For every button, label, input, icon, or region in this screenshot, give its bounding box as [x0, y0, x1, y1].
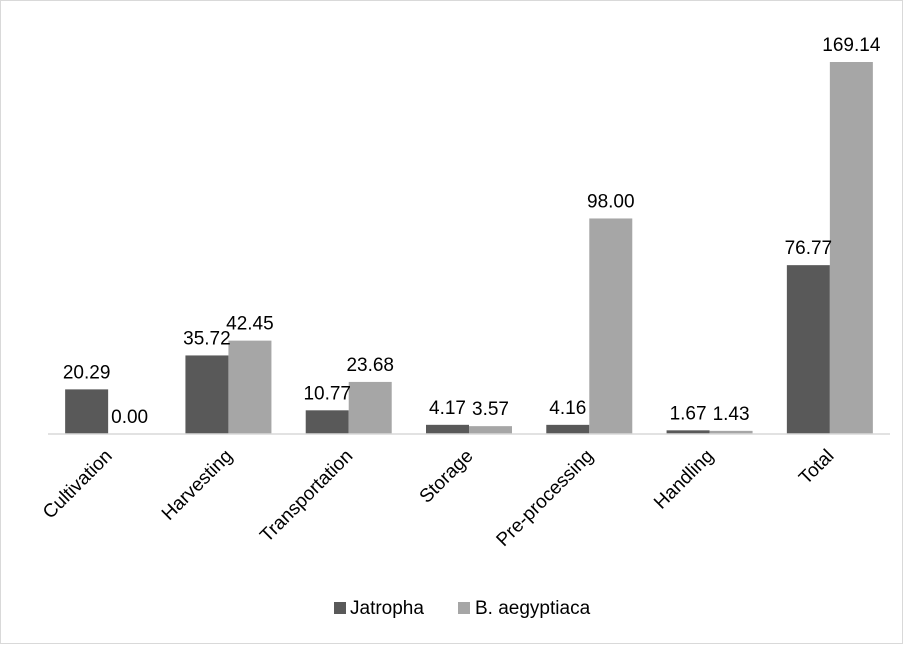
category-label: Total [795, 446, 838, 489]
bar-jatropha-storage [426, 424, 469, 434]
category-label: Storage [416, 446, 478, 508]
category-label: Transportation [256, 446, 357, 547]
data-label: 1.67 [670, 403, 707, 424]
category-label: Harvesting [158, 446, 237, 525]
data-label: 3.57 [472, 399, 509, 420]
category-label: Cultivation [39, 446, 117, 524]
bar-b-aegyptiaca-handling [709, 430, 753, 434]
data-label: 10.77 [303, 383, 351, 404]
bar-b-aegyptiaca-total [829, 62, 873, 434]
bar-jatropha-transportation [305, 410, 349, 434]
data-label: 20.29 [63, 362, 111, 383]
bar-b-aegyptiaca-pre-processing [589, 218, 633, 434]
bar-jatropha-cultivation [65, 389, 109, 434]
category-label: Pre-processing [493, 446, 598, 551]
bar-jatropha-handling [666, 430, 710, 434]
bar-jatropha-total [786, 265, 830, 434]
bar-b-aegyptiaca-transportation [348, 381, 392, 434]
legend-swatch-b-aegyptiaca [458, 602, 470, 614]
legend-swatch-jatropha [334, 602, 346, 614]
data-label: 98.00 [587, 191, 635, 212]
bar-jatropha-harvesting [185, 355, 229, 434]
legend: Jatropha B. aegyptiaca [334, 598, 591, 619]
bar-b-aegyptiaca-harvesting [228, 340, 272, 434]
category-labels-layer: Cultivation Harvesting Transportation Stora… [39, 446, 838, 551]
data-label: 4.16 [549, 398, 586, 419]
data-label: 42.45 [226, 314, 274, 335]
data-label: 1.43 [713, 404, 750, 425]
bar-b-aegyptiaca-storage [469, 426, 512, 434]
legend-label-jatropha: Jatropha [350, 598, 424, 619]
data-label: 169.14 [822, 35, 881, 56]
data-label: 4.17 [429, 398, 466, 419]
data-label: 35.72 [183, 328, 231, 349]
bars-layer [65, 62, 873, 434]
data-label: 0.00 [111, 407, 148, 428]
category-label: Handling [650, 446, 718, 514]
data-label: 76.77 [785, 238, 833, 259]
data-label: 23.68 [346, 355, 394, 376]
bar-jatropha-pre-processing [546, 424, 590, 434]
legend-label-b-aegyptiaca: B. aegyptiaca [475, 598, 591, 619]
